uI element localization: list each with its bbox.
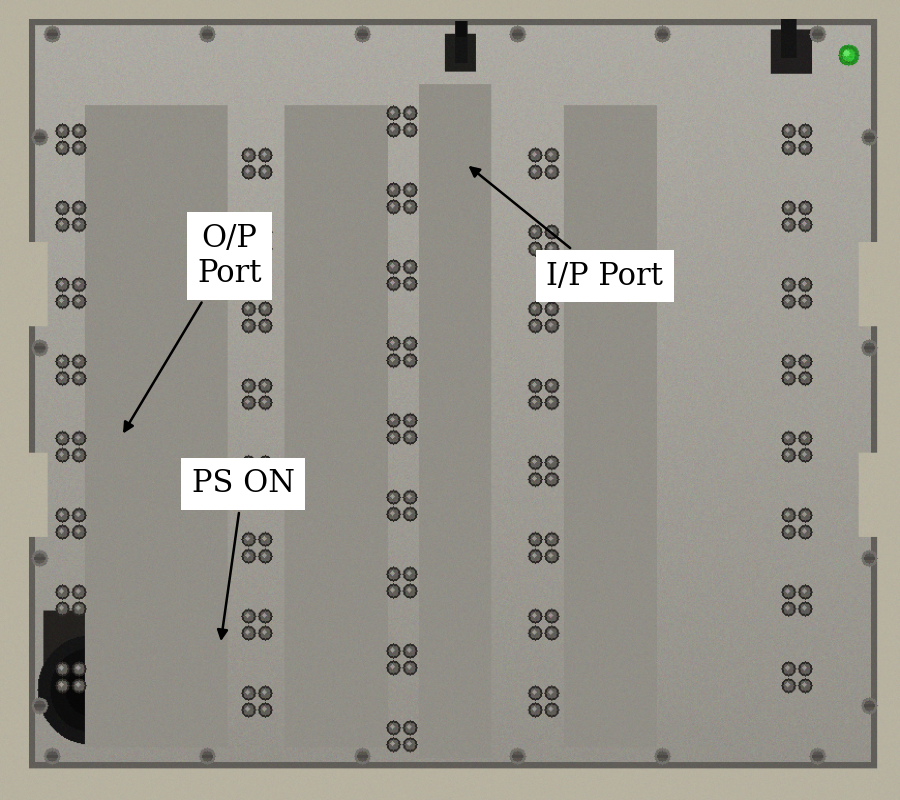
Text: PS ON: PS ON xyxy=(192,469,294,638)
Text: I/P Port: I/P Port xyxy=(471,167,663,291)
Text: O/P
Port: O/P Port xyxy=(124,222,262,431)
